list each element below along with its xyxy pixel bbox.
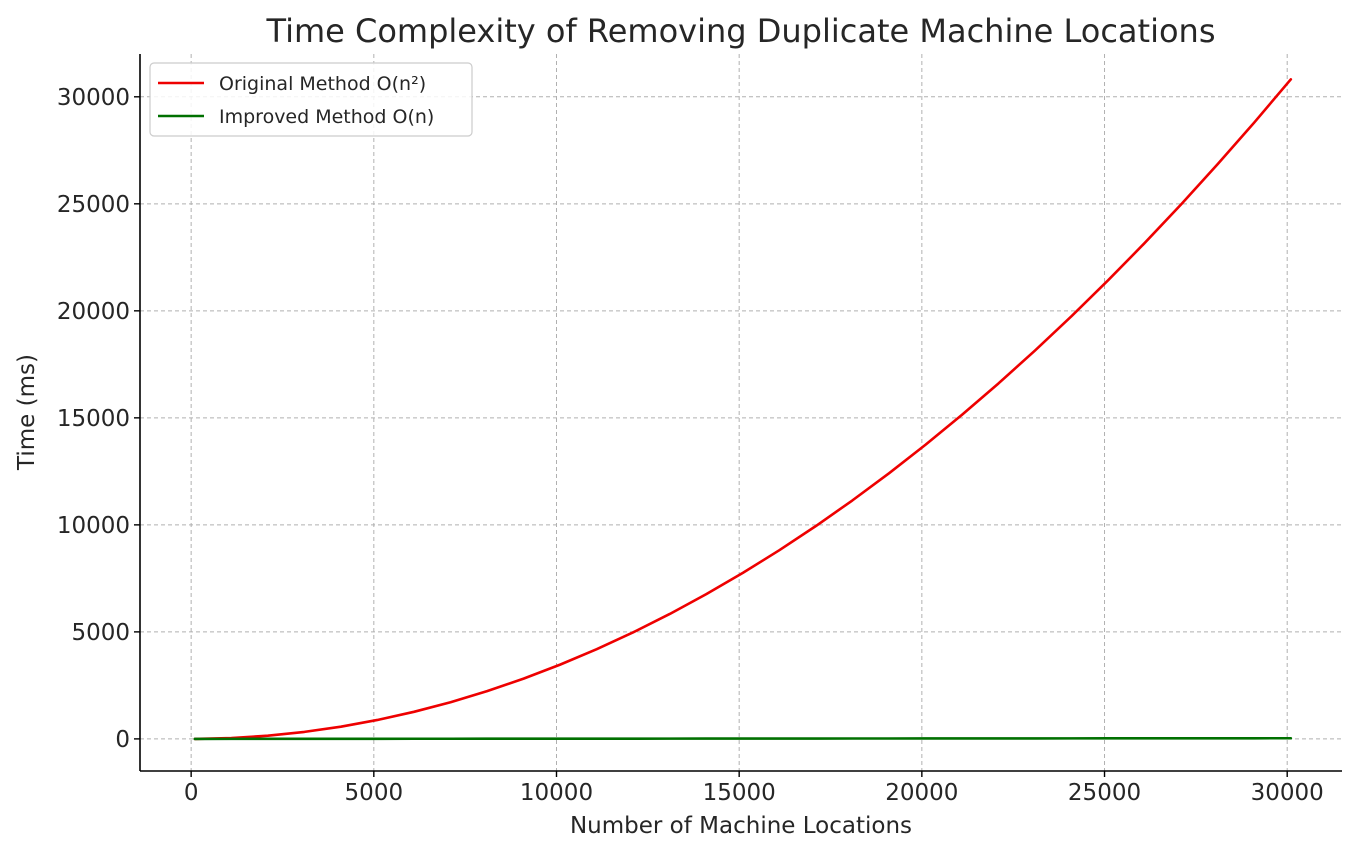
x-tick-label-5000: 5000 xyxy=(345,780,404,806)
x-tick-label-25000: 25000 xyxy=(1068,780,1141,806)
y-tick-label-15000: 15000 xyxy=(57,406,130,432)
x-tick-label-0: 0 xyxy=(184,780,199,806)
grid xyxy=(140,54,1342,771)
x-tick-label-30000: 30000 xyxy=(1251,780,1324,806)
legend-box xyxy=(149,62,473,137)
legend: Original Method O(n²) Improved Method O(n… xyxy=(149,62,473,137)
x-tick-label-15000: 15000 xyxy=(703,780,776,806)
x-tick-label-10000: 10000 xyxy=(520,780,593,806)
y-tick-label-5000: 5000 xyxy=(71,620,130,646)
y-axis-label: Time (ms) xyxy=(14,354,40,471)
ticks: 0 5000 10000 15000 20000 25000 30000 0 5000 10000… xyxy=(57,85,1324,806)
series-line-1 xyxy=(193,736,1293,741)
x-tick-label-20000: 20000 xyxy=(885,780,958,806)
legend-label-0: Original Method O(n²) xyxy=(219,73,426,95)
axes xyxy=(139,54,1342,772)
y-tick-label-20000: 20000 xyxy=(57,299,130,325)
legend-label-1: Improved Method O(n) xyxy=(219,106,434,128)
series-line-0 xyxy=(193,78,1293,741)
chart-title: Time Complexity of Removing Duplicate Ma… xyxy=(266,12,1216,50)
y-tick-label-0: 0 xyxy=(115,727,130,753)
series-layer xyxy=(193,78,1293,741)
y-tick-label-10000: 10000 xyxy=(57,513,130,539)
y-tick-label-30000: 30000 xyxy=(57,85,130,111)
x-axis-label: Number of Machine Locations xyxy=(570,813,912,839)
y-tick-label-25000: 25000 xyxy=(57,192,130,218)
